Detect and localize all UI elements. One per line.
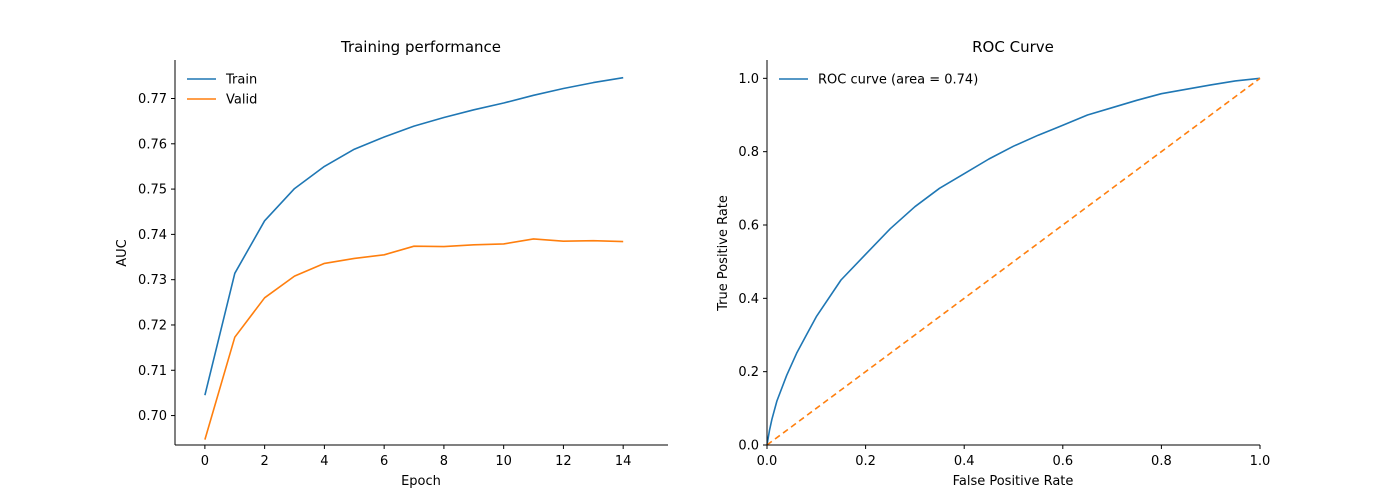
y-tick-label: 0.2 [738,365,759,380]
y-tick-label: 1.0 [738,72,759,87]
training-performance-chart: Training performance 0.700.710.720.730.7… [115,38,668,489]
legend-item: Valid [187,93,257,108]
y-axis: 0.0 0.2 0.4 0.6 0.8 1.0 [738,72,767,454]
roc-curve-chart: ROC Curve 0.00.20.40.60.81.0 0.0 0.2 0.4 0.… [716,38,1270,489]
series-line [204,238,624,440]
x-tick-label: 10 [495,454,512,469]
chart-title: ROC Curve [972,38,1054,56]
y-tick-label: 0.73 [138,273,167,288]
y-tick-label: 0.71 [138,364,167,379]
x-tick-label: 1.0 [1250,454,1271,469]
legend-label: Train [225,73,257,88]
series-line [204,76,624,396]
x-tick-label: 12 [555,454,572,469]
y-tick-label: 0.4 [738,292,759,307]
series-line [766,77,1261,446]
y-tick-label: 0.6 [738,219,759,234]
legend-item: Train [187,73,257,88]
legend-label: ROC curve (area = 0.74) [818,73,978,88]
chance-diagonal-line [766,77,1261,446]
y-tick-label: 0.0 [738,439,759,454]
x-axis: 0 2 4 6 8 10 12 14 [201,445,632,469]
legend: ROC curve (area = 0.74) [779,73,978,88]
x-axis-label: False Positive Rate [953,474,1074,489]
x-axis: 0.0 0.2 0.4 0.6 0.8 1.0 [757,445,1271,469]
y-tick-label: 0.70 [138,409,167,424]
x-tick-label: 0.2 [855,454,876,469]
y-axis-label: True Positive Rate [716,195,731,312]
x-tick-label: 2 [260,454,268,469]
x-tick-label: 4 [320,454,328,469]
x-tick-label: 6 [380,454,388,469]
x-tick-label: 8 [440,454,448,469]
y-tick-label: 0.8 [738,145,759,160]
y-tick-label: 0.76 [138,137,167,152]
y-tick-label: 0.77 [138,92,167,107]
x-tick-label: 0.6 [1052,454,1073,469]
y-tick-label: 0.72 [138,318,167,333]
y-axis: 0.70 0.71 0.72 0.73 0.74 0.75 0.76 0.77 [138,92,175,424]
x-tick-label: 0.0 [757,454,778,469]
y-tick-label: 0.75 [138,183,167,198]
y-tick-label: 0.74 [138,228,167,243]
x-axis-label: Epoch [401,474,441,489]
chart-title: Training performance [340,38,501,56]
legend-label: Valid [226,93,257,108]
legend-item: ROC curve (area = 0.74) [779,73,978,88]
y-axis-label: AUC [115,239,130,267]
series-group [204,76,624,440]
legend: Train Valid [187,73,257,108]
x-tick-label: 0.8 [1151,454,1172,469]
x-tick-label: 0.4 [954,454,975,469]
x-tick-label: 14 [615,454,632,469]
series-group [766,77,1261,446]
x-tick-label: 0 [201,454,209,469]
